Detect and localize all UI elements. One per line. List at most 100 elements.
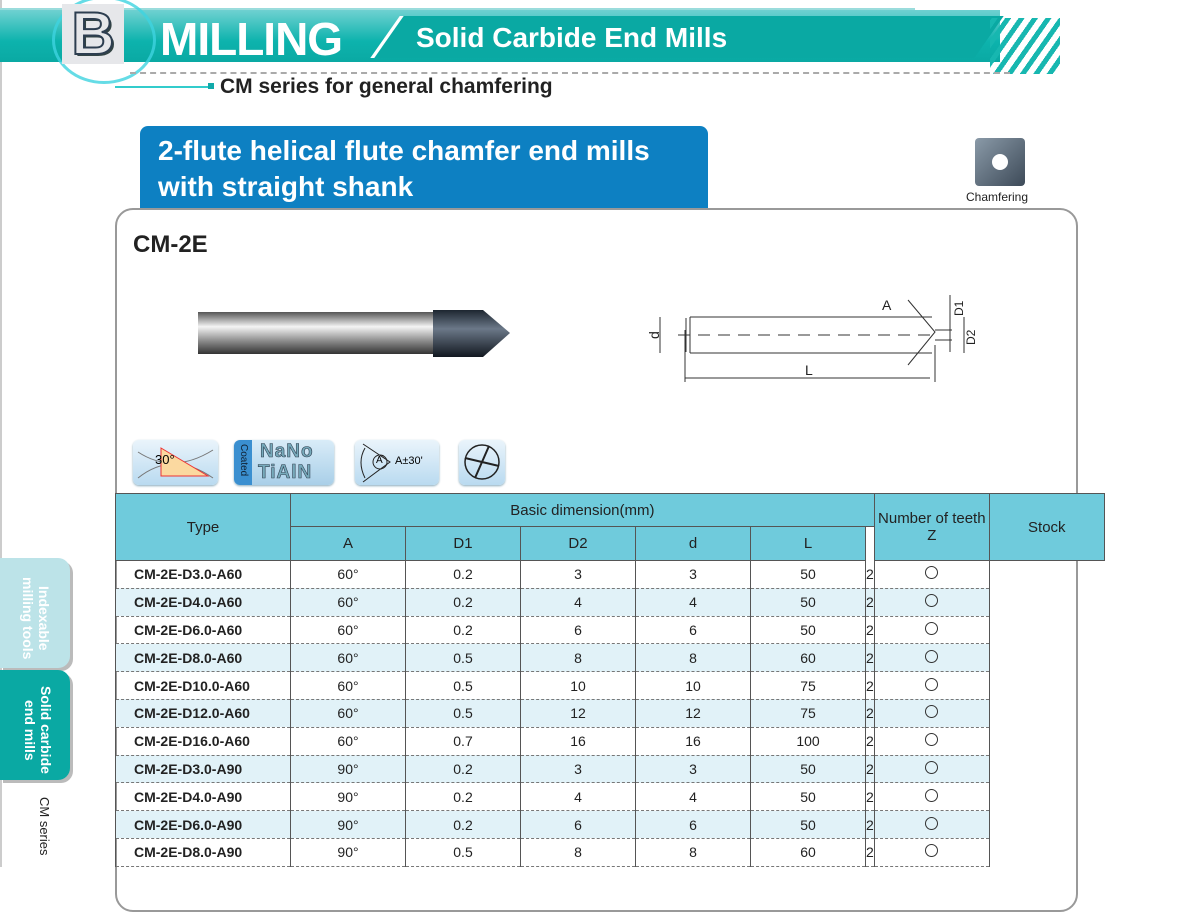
table-row: CM-2E-D8.0-A90 90° 0.5 8 8 60 2: [115, 838, 1105, 867]
cell-stock: [873, 699, 990, 728]
cell-type: CM-2E-D8.0-A90: [115, 838, 291, 867]
header-teeth: Number of teeth Z: [873, 493, 990, 561]
header-D2: D2: [520, 526, 636, 561]
cell-z: 2: [865, 755, 875, 784]
cell-a: 60°: [290, 643, 406, 673]
cell-d1: 0.2: [405, 588, 521, 617]
stock-circle-icon: [925, 788, 939, 802]
cell-l: 50: [750, 616, 866, 645]
cell-stock: [873, 838, 990, 867]
cell-a: 90°: [290, 810, 406, 839]
header-top-line: [0, 8, 915, 11]
cell-d: 8: [635, 838, 751, 867]
cell-z: 2: [865, 560, 875, 589]
cell-d1: 0.5: [405, 671, 521, 700]
header-d: d: [635, 526, 751, 561]
table-row: CM-2E-D3.0-A90 90° 0.2 3 3 50 2: [115, 755, 1105, 784]
cell-z: 2: [865, 838, 875, 867]
section-circle-icon: [52, 0, 156, 84]
cell-d1: 0.2: [405, 782, 521, 812]
cell-z: 2: [865, 782, 875, 812]
helix-angle-icon: 30°: [133, 440, 218, 485]
chamfering-label: Chamfering: [966, 190, 1029, 204]
cell-stock: [873, 810, 990, 839]
header-D1: D1: [405, 526, 521, 561]
table-row: CM-2E-D10.0-A60 60° 0.5 10 10 75 2: [115, 671, 1105, 700]
header-type: Type: [115, 493, 291, 561]
section-letter: B: [70, 0, 115, 67]
cell-type: CM-2E-D8.0-A60: [115, 643, 291, 673]
cell-d: 16: [635, 727, 751, 756]
cell-d: 6: [635, 616, 751, 645]
cell-z: 2: [865, 616, 875, 645]
cell-d: 3: [635, 755, 751, 784]
leader-line: [115, 86, 210, 88]
cell-z: 2: [865, 643, 875, 673]
stock-circle-icon: [925, 733, 939, 747]
cell-type: CM-2E-D4.0-A60: [115, 588, 291, 617]
cell-type: CM-2E-D6.0-A60: [115, 616, 291, 645]
label-D2: D2: [964, 329, 978, 345]
cell-d: 8: [635, 643, 751, 673]
product-title-box: [140, 126, 708, 208]
product-title-line2: with straight shank: [158, 171, 414, 202]
cell-d1: 0.5: [405, 643, 521, 673]
cell-d: 4: [635, 782, 751, 812]
header-basic-dimension: Basic dimension(mm): [290, 493, 875, 527]
cell-l: 75: [750, 699, 866, 728]
table-row: CM-2E-D6.0-A60 60° 0.2 6 6 50 2: [115, 616, 1105, 645]
cell-stock: [873, 782, 990, 812]
cell-d: 3: [635, 560, 751, 589]
helix-angle-text: 30°: [155, 452, 175, 467]
cell-d1: 0.2: [405, 560, 521, 589]
bullet: [208, 83, 214, 89]
stock-circle-icon: [925, 566, 939, 580]
cell-d: 6: [635, 810, 751, 839]
stock-circle-icon: [925, 705, 939, 719]
cell-a: 60°: [290, 588, 406, 617]
cell-a: 60°: [290, 699, 406, 728]
tool-image: [198, 310, 510, 357]
side-tab-solid-carbide-label: Solid carbide end mills: [22, 686, 54, 774]
stock-circle-icon: [925, 594, 939, 608]
cell-a: 90°: [290, 755, 406, 784]
cell-l: 50: [750, 588, 866, 617]
cell-d2: 8: [520, 643, 636, 673]
stock-circle-icon: [925, 621, 939, 635]
stock-circle-icon: [925, 677, 939, 691]
table-row: CM-2E-D8.0-A60 60° 0.5 8 8 60 2: [115, 643, 1105, 673]
cell-type: CM-2E-D6.0-A90: [115, 810, 291, 839]
cell-l: 50: [750, 755, 866, 784]
cell-d2: 12: [520, 699, 636, 728]
coating-line1: NaNo: [260, 441, 314, 463]
cell-stock: [873, 755, 990, 784]
label-D1: D1: [952, 300, 966, 316]
cell-stock: [873, 671, 990, 700]
spec-table: Type Basic dimension(mm) Number of teeth…: [115, 493, 1105, 867]
cell-d1: 0.2: [405, 810, 521, 839]
side-tab-indexable-label: Indexable milling tools: [20, 576, 52, 660]
label-A: A: [882, 297, 892, 313]
cell-a: 90°: [290, 782, 406, 812]
cell-a: 60°: [290, 671, 406, 700]
cell-d1: 0.2: [405, 755, 521, 784]
cell-type: CM-2E-D10.0-A60: [115, 671, 291, 700]
cell-a: 60°: [290, 616, 406, 645]
side-tab-solid-carbide[interactable]: Solid carbide end mills: [0, 670, 70, 780]
cell-a: 90°: [290, 838, 406, 867]
model-name: CM-2E: [133, 231, 208, 258]
coating-line2: TiAlN: [258, 462, 313, 484]
cell-l: 60: [750, 838, 866, 867]
angle-tolerance-icon: A A±30': [355, 440, 439, 485]
cell-a: 60°: [290, 727, 406, 756]
cell-type: CM-2E-D3.0-A60: [115, 560, 291, 589]
cell-l: 50: [750, 560, 866, 589]
cell-d2: 4: [520, 782, 636, 812]
header-L: L: [750, 526, 866, 561]
cell-d1: 0.2: [405, 616, 521, 645]
stock-circle-icon: [925, 649, 939, 663]
table-row: CM-2E-D3.0-A60 60° 0.2 3 3 50 2: [115, 560, 1105, 589]
header-stripes: [990, 18, 1060, 74]
side-tab-indexable[interactable]: Indexable milling tools: [0, 558, 70, 668]
table-row: CM-2E-D16.0-A60 60° 0.7 16 16 100 2: [115, 727, 1105, 756]
